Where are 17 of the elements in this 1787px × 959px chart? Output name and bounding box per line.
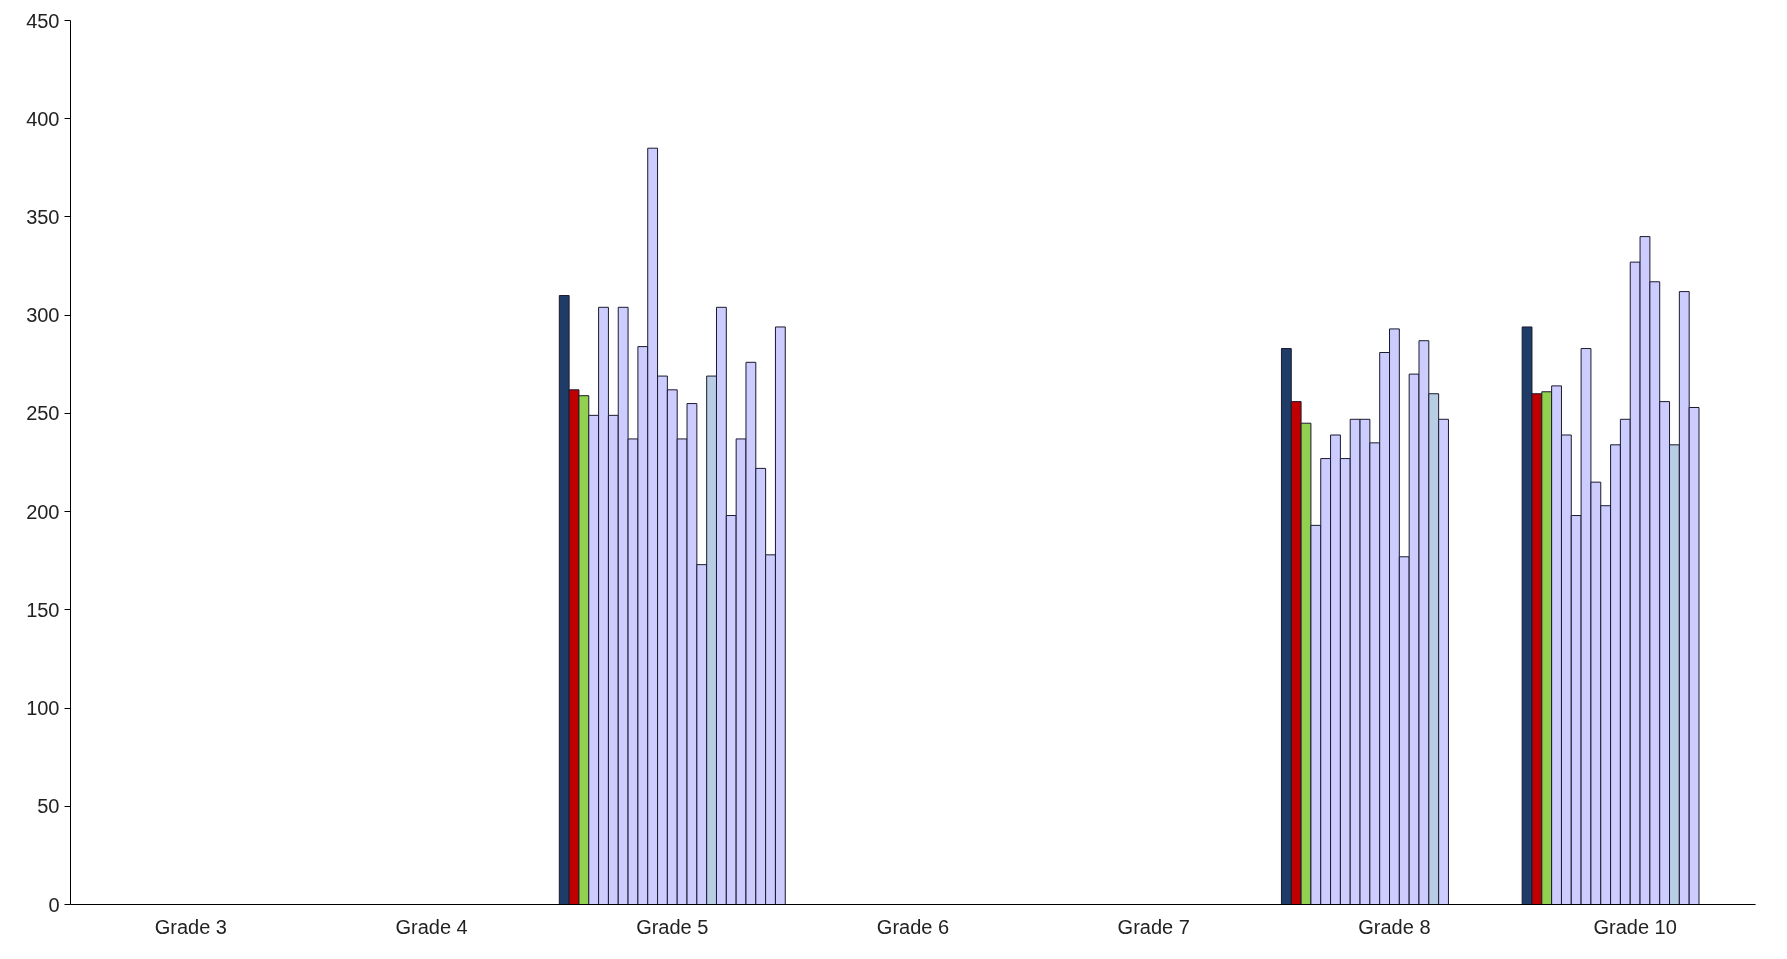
y-tick-label: 350 xyxy=(26,205,60,228)
y-tick-label: 0 xyxy=(48,893,60,916)
y-tick-label: 150 xyxy=(26,598,60,621)
x-tick-label: Grade 4 xyxy=(395,915,468,938)
y-tick-label: 50 xyxy=(37,795,60,818)
x-tick-label: Grade 8 xyxy=(1358,915,1431,938)
y-tick-label: 100 xyxy=(26,697,60,720)
y-tick-label: 200 xyxy=(26,500,60,523)
x-tick-label: Grade 5 xyxy=(636,915,709,938)
x-tick-label: Grade 7 xyxy=(1117,915,1190,938)
y-tick-label: 250 xyxy=(26,402,60,425)
x-tick-label: Grade 3 xyxy=(154,915,227,938)
x-tick-label: Grade 10 xyxy=(1593,915,1677,938)
y-tick-label: 400 xyxy=(26,107,60,130)
y-tick-label: 450 xyxy=(26,9,60,32)
y-tick-label: 300 xyxy=(26,304,60,327)
x-tick-label: Grade 6 xyxy=(876,915,950,938)
